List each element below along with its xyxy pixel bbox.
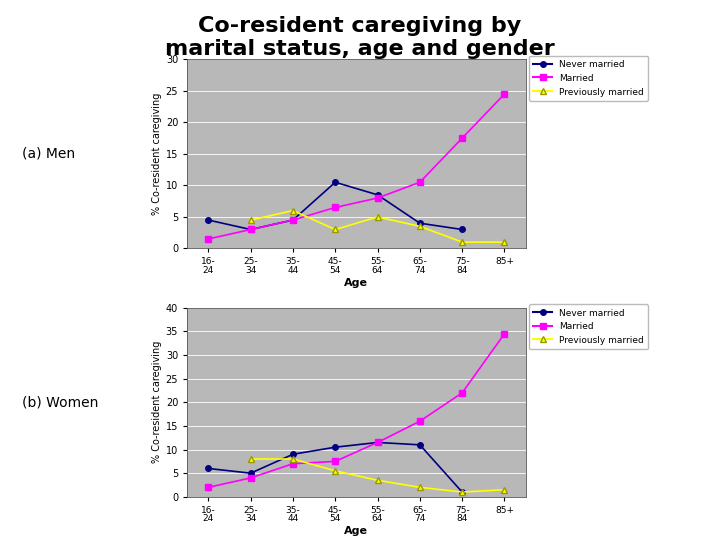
Y-axis label: % Co-resident caregiving: % Co-resident caregiving	[151, 93, 161, 215]
X-axis label: Age: Age	[344, 278, 369, 287]
Text: Co-resident caregiving by
marital status, age and gender: Co-resident caregiving by marital status…	[165, 16, 555, 59]
Text: (a) Men: (a) Men	[22, 147, 75, 161]
Text: (b) Women: (b) Women	[22, 395, 98, 409]
Legend: Never married, Married, Previously married: Never married, Married, Previously marri…	[529, 304, 648, 349]
Legend: Never married, Married, Previously married: Never married, Married, Previously marri…	[529, 56, 648, 101]
Y-axis label: % Co-resident caregiving: % Co-resident caregiving	[151, 341, 161, 463]
X-axis label: Age: Age	[344, 526, 369, 536]
